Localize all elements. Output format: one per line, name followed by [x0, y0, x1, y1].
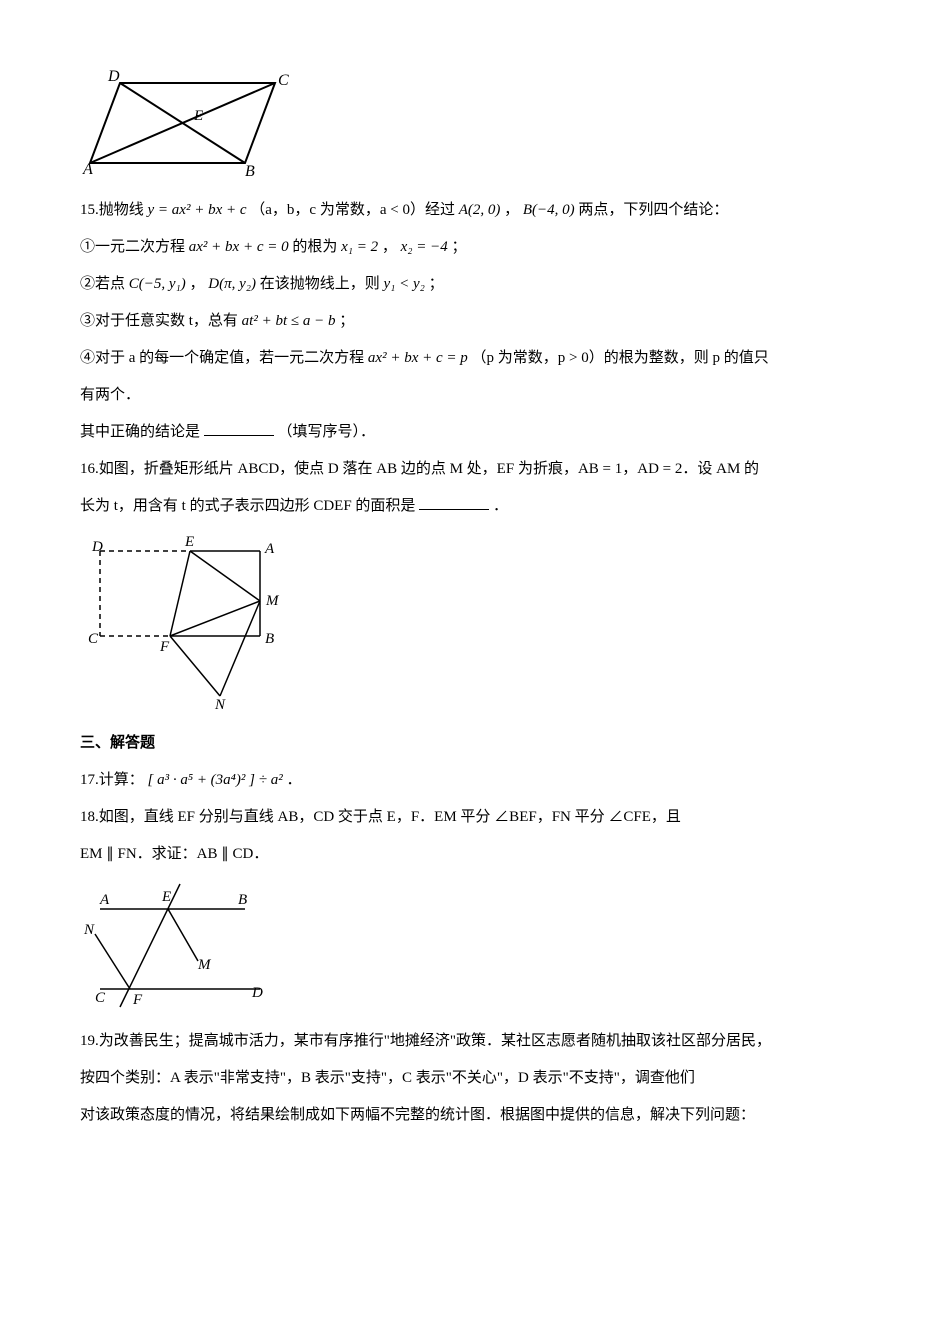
q15-stmt3: ③对于任意实数 t，总有 at² + bt ≤ a − b ；	[80, 305, 870, 338]
q15-s1r1: x₁ = 2	[341, 239, 378, 255]
fold-ef	[170, 551, 190, 636]
q15-s2e: ；	[429, 276, 444, 292]
q15-s2comma: ，	[190, 276, 205, 292]
q15-s2d: D(π, y₂)	[208, 276, 256, 292]
q16-l2a: 长为 t，用含有 t 的式子表示四边形 CDEF 的面积是	[80, 498, 415, 514]
q17-eq: [ a³ · a⁵ + (3a⁴)² ] ÷ a²	[148, 772, 283, 788]
lbl-n: N	[214, 697, 226, 711]
q15-stmt4: ④对于 a 的每一个确定值，若一元二次方程 ax² + bx + c = p （…	[80, 342, 870, 375]
q15-intro-c: 两点，下列四个结论：	[578, 202, 728, 218]
q15-s3a: ③对于任意实数 t，总有	[80, 313, 242, 329]
q15-blank	[204, 420, 274, 436]
q15-comma1: ，	[504, 202, 519, 218]
q15-eq-main: y = ax² + bx + c	[148, 202, 247, 218]
q15-s4a: ④对于 a 的每一个确定值，若一元二次方程	[80, 350, 368, 366]
q18-lbl-c: C	[95, 990, 106, 1006]
q18-lbl-n: N	[83, 922, 95, 938]
q18-lbl-m: M	[197, 957, 212, 973]
q15-concl-a: 其中正确的结论是	[80, 424, 200, 440]
q17: 17.计算： [ a³ · a⁵ + (3a⁴)² ] ÷ a² ．	[80, 764, 870, 797]
line-em	[190, 551, 260, 601]
q15-s2c: C(−5, y₁)	[129, 276, 186, 292]
q18-lbl-f: F	[132, 992, 143, 1008]
label-e: E	[193, 108, 203, 124]
q15-s2ineq: y₁ < y₂	[384, 276, 425, 292]
label-b: B	[245, 163, 255, 178]
lbl-e: E	[184, 534, 194, 550]
lbl-m: M	[265, 593, 280, 609]
q19-l1: 19.为改善民生；提高城市活力，某市有序推行"地摊经济"政策．某社区志愿者随机抽…	[80, 1025, 870, 1058]
q15-pta: A(2, 0)	[459, 202, 501, 218]
lbl-c: C	[88, 631, 99, 647]
q15-stmt1: ①一元二次方程 ax² + bx + c = 0 的根为 x₁ = 2 ， x₂…	[80, 231, 870, 264]
line-mn	[220, 601, 260, 696]
q18-lbl-b: B	[238, 892, 247, 908]
q15-intro-a: 15.抛物线	[80, 202, 148, 218]
parallel-lines-svg: A B E N M C F D	[80, 879, 280, 1009]
q15-intro-b: （a，b，c 为常数，a < 0）经过	[250, 202, 458, 218]
q19-l3: 对该政策态度的情况，将结果绘制成如下两幅不完整的统计图．根据图中提供的信息，解决…	[80, 1099, 870, 1132]
q15-concl: 其中正确的结论是 （填写序号）．	[80, 416, 870, 449]
q15-s1b: 的根为	[292, 239, 341, 255]
line-fn	[95, 934, 130, 989]
label-d: D	[107, 68, 120, 85]
lbl-f: F	[159, 639, 170, 655]
diag-bd	[120, 83, 245, 163]
q15-s2b: 在该抛物线上，则	[260, 276, 384, 292]
label-a: A	[82, 161, 93, 178]
section-3-heading: 三、解答题	[80, 727, 870, 760]
q16-line1: 16.如图，折叠矩形纸片 ABCD，使点 D 落在 AB 边的点 M 处，EF …	[80, 453, 870, 486]
q17-b: ．	[286, 772, 301, 788]
q15-s3eq: at² + bt ≤ a − b	[242, 313, 336, 329]
q15-s4c: 有两个．	[80, 387, 140, 403]
q15-concl-b: （填写序号）．	[278, 424, 376, 440]
fold-svg: D E A M B C F N	[80, 531, 280, 711]
q15-s1c: ，	[382, 239, 397, 255]
q16-figure: D E A M B C F N	[80, 531, 870, 711]
q17-a: 17.计算：	[80, 772, 144, 788]
q15-s1d: ；	[452, 239, 467, 255]
line-em	[168, 909, 198, 961]
label-c: C	[278, 72, 289, 89]
lbl-b: B	[265, 631, 274, 647]
q18-l1: 18.如图，直线 EF 分别与直线 AB，CD 交于点 E，F．EM 平分 ∠B…	[80, 801, 870, 834]
q18-lbl-a: A	[99, 892, 110, 908]
q14-figure: A B C D E	[80, 68, 870, 178]
q15-s4eq: ax² + bx + c = p	[368, 350, 468, 366]
q15-stmt2: ②若点 C(−5, y₁) ， D(π, y₂) 在该抛物线上，则 y₁ < y…	[80, 268, 870, 301]
line-fn	[170, 636, 220, 696]
line-fm	[170, 601, 260, 636]
q18-lbl-e: E	[161, 889, 171, 905]
q16-l2b: ．	[493, 498, 508, 514]
q18-figure: A B E N M C F D	[80, 879, 870, 1009]
q15-s1r2: x₂ = −4	[401, 239, 448, 255]
q15-s3b: ；	[339, 313, 354, 329]
q18-lbl-d: D	[251, 985, 263, 1001]
q15-s4b: （p 为常数，p > 0）的根为整数，则 p 的值只	[472, 350, 769, 366]
q16-line2: 长为 t，用含有 t 的式子表示四边形 CDEF 的面积是 ．	[80, 490, 870, 523]
q15-s1eq: ax² + bx + c = 0	[189, 239, 289, 255]
q16-blank	[419, 494, 489, 510]
lbl-d: D	[91, 539, 103, 555]
q19-l2: 按四个类别：A 表示"非常支持"，B 表示"支持"，C 表示"不关心"，D 表示…	[80, 1062, 870, 1095]
parallelogram-svg: A B C D E	[80, 68, 290, 178]
lbl-a: A	[264, 541, 275, 557]
q18-l2: EM ∥ FN．求证：AB ∥ CD．	[80, 838, 870, 871]
q15-s1a: ①一元二次方程	[80, 239, 189, 255]
q15-ptb: B(−4, 0)	[523, 202, 575, 218]
q15-s2a: ②若点	[80, 276, 129, 292]
q15-line1: 15.抛物线 y = ax² + bx + c （a，b，c 为常数，a < 0…	[80, 194, 870, 227]
q15-stmt4b: 有两个．	[80, 379, 870, 412]
